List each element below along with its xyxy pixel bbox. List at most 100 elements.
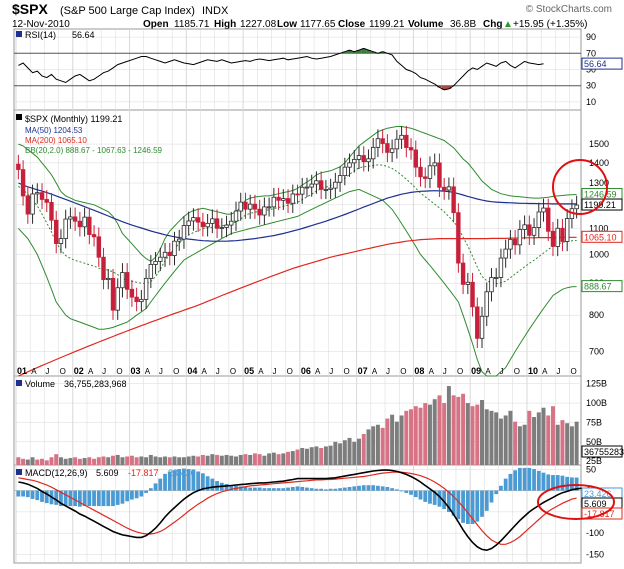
macd-hist-bar — [77, 490, 82, 507]
macd-hist-bar — [186, 469, 191, 491]
macd-hist-bar — [565, 476, 570, 491]
volume-legend-value: 36,755,283,968 — [64, 379, 127, 389]
candle-body — [139, 298, 144, 303]
volume-layer — [16, 386, 579, 465]
macd-hist-bar — [338, 488, 342, 491]
macd-hist-bar — [134, 490, 139, 499]
macd-hist-bar — [536, 470, 541, 491]
x-tick-label: J — [159, 367, 163, 376]
x-tick-label: J — [443, 367, 447, 376]
macd-hist-bar — [30, 490, 35, 499]
volume-bar — [210, 454, 215, 465]
volume-bar — [54, 454, 59, 465]
candle-body — [413, 149, 418, 168]
volume-bar — [423, 403, 428, 465]
volume-bar — [404, 410, 409, 465]
macd-y-tick: -100 — [586, 528, 604, 538]
x-tick-label: A — [88, 367, 94, 376]
volume-bar — [475, 404, 480, 465]
candle-body — [531, 227, 537, 236]
x-tick-label: 10 — [528, 366, 538, 376]
macd-hist-bar — [257, 487, 262, 491]
macd-hist-bar — [480, 490, 484, 517]
x-tick-label: J — [556, 367, 560, 376]
volume-bar — [489, 410, 494, 465]
rsi-oversold-fill — [437, 85, 442, 88]
candle-body — [54, 219, 59, 244]
candle-body — [432, 162, 437, 167]
candle-body — [72, 216, 78, 222]
candle-body — [106, 277, 111, 280]
price-badge-box — [581, 230, 623, 243]
candle-body — [333, 181, 338, 189]
macd-hist-bar — [215, 481, 219, 491]
x-tick-label: A — [429, 367, 435, 376]
macd-hist-bar — [281, 488, 286, 491]
macd-hist-bar — [541, 472, 546, 491]
x-tick-label: O — [287, 367, 293, 376]
macd-hist-bar — [68, 490, 73, 507]
volume-bar — [385, 418, 390, 465]
volume-bar — [158, 457, 163, 465]
macd-hist-bar — [314, 488, 319, 491]
candle-body — [177, 238, 182, 242]
candle-body — [281, 198, 286, 201]
candle-body — [96, 236, 101, 258]
candle-body — [229, 220, 234, 226]
macd-hist-bar — [101, 490, 106, 507]
volume-bar — [21, 458, 26, 465]
candle-body — [276, 196, 281, 201]
volume-bar — [399, 415, 404, 465]
macd-hist-bar — [120, 490, 125, 504]
candle-body — [110, 277, 116, 311]
x-tick-label: 03 — [131, 366, 141, 376]
macd-hist-bar — [16, 490, 21, 497]
volume-y-tick: 50B — [586, 437, 602, 447]
rsi-legend-icon — [16, 31, 22, 37]
macd-hist-bar — [158, 478, 163, 491]
volume-bar — [323, 446, 328, 465]
candle-body — [489, 277, 494, 293]
candle-body — [470, 281, 475, 308]
candle-body — [115, 287, 120, 311]
close-label: Close — [338, 19, 366, 30]
candle-body — [309, 183, 314, 188]
candle-body — [361, 155, 366, 163]
macd-badge: -17.817 — [584, 509, 615, 519]
macd-hist-bar — [447, 490, 451, 513]
macd-hist-bar — [54, 490, 59, 505]
volume-bar — [144, 457, 149, 465]
macd-layer — [16, 467, 582, 552]
volume-bar — [380, 427, 385, 465]
macd-signal-line — [18, 471, 577, 545]
macd-hist-bar — [167, 471, 172, 491]
macd-hist-bar — [191, 469, 196, 491]
macd-hist-bar — [238, 486, 243, 491]
volume-bar — [357, 438, 361, 465]
volume-bar — [432, 399, 437, 465]
macd-hist-bar — [182, 468, 186, 491]
candle-body — [385, 143, 390, 153]
rsi-legend-value: 56.64 — [72, 30, 95, 40]
macd-hist-bar — [177, 469, 182, 491]
volume-bar — [219, 455, 224, 465]
ma50-line — [18, 182, 577, 242]
volume-bar — [238, 454, 243, 465]
rsi-y-tick: 30 — [586, 81, 596, 91]
volume-bar — [248, 454, 253, 465]
macd-hist-bar — [286, 487, 290, 491]
candle-body — [503, 248, 508, 259]
macd-hist-bar — [352, 486, 357, 491]
x-tick-label: O — [173, 367, 179, 376]
macd-hist-bar — [404, 490, 409, 493]
candle-body — [342, 166, 348, 177]
candle-body — [356, 155, 362, 160]
candle-body — [437, 162, 442, 188]
volume-bar — [451, 395, 456, 465]
x-tick-label: O — [343, 367, 349, 376]
macd-hist-bar — [357, 485, 361, 491]
volume-bar — [35, 459, 40, 465]
price-y-tick: 1400 — [589, 158, 609, 168]
macd-hist-bar — [413, 490, 418, 498]
volume-bar — [314, 446, 319, 465]
